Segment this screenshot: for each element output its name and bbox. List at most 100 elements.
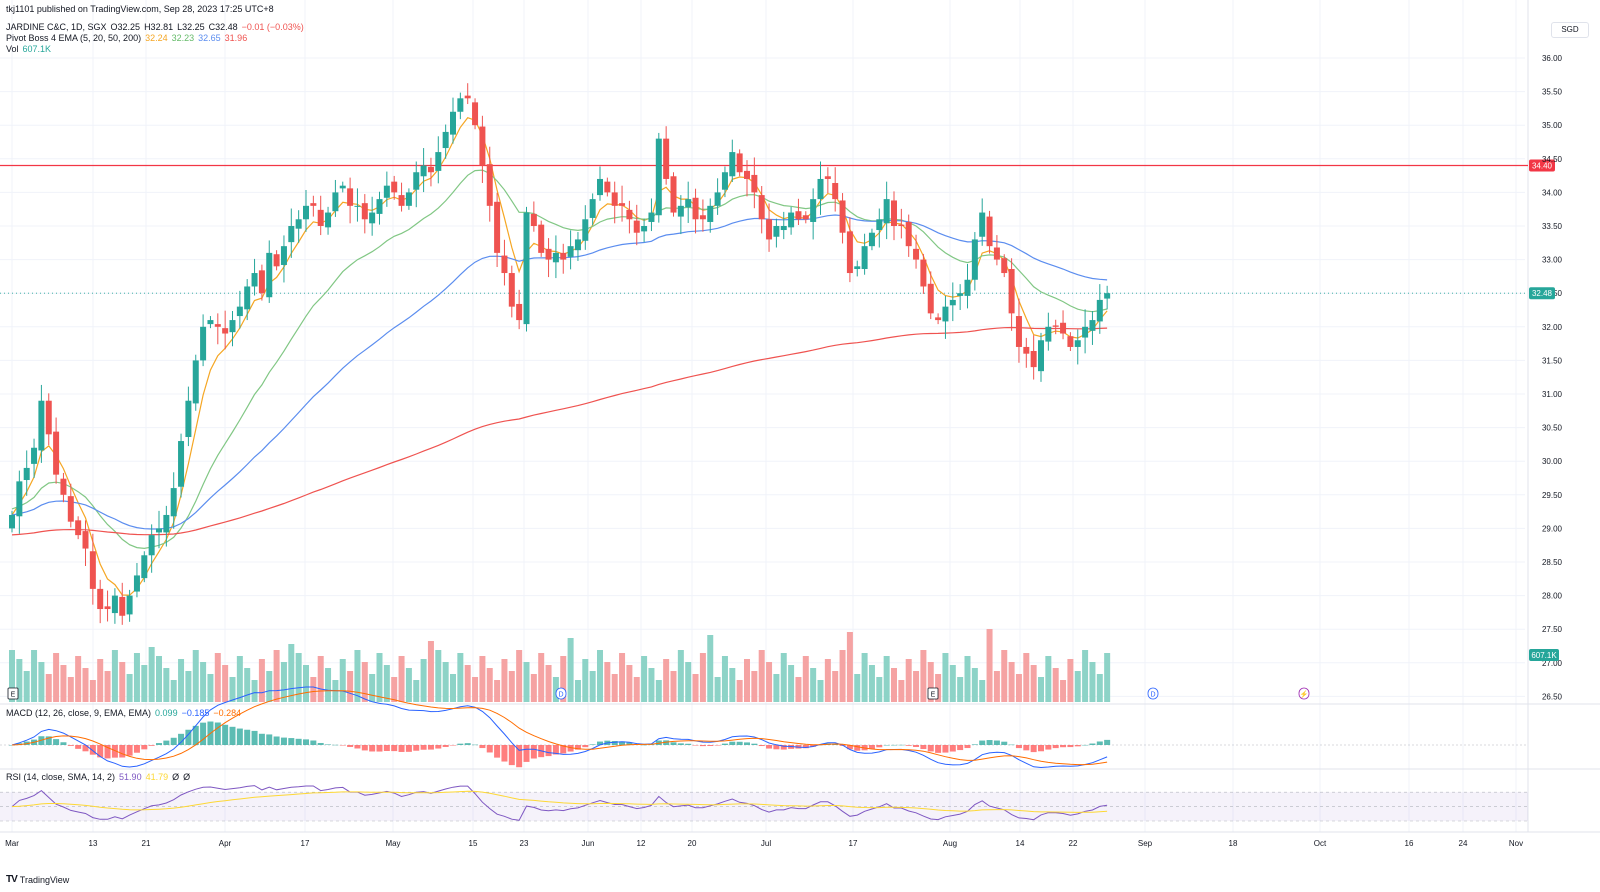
volume-bar: [1089, 662, 1096, 702]
time-tick-label: 18: [1229, 839, 1238, 848]
volume-bar: [648, 668, 655, 702]
price-tick-label: 26.50: [1542, 692, 1563, 701]
candle-body: [501, 255, 508, 274]
volume-bar: [369, 674, 376, 702]
resistance-label: 34.40: [1532, 162, 1553, 171]
price-tick-label: 34.50: [1542, 155, 1563, 164]
volume-bar: [192, 650, 199, 702]
volume-bar: [236, 656, 243, 702]
macd-histogram-bar: [104, 745, 111, 759]
volume-bar: [663, 659, 670, 702]
macd-histogram-bar: [1089, 743, 1096, 745]
candle-body: [1052, 325, 1059, 327]
event-marker-label: D: [558, 692, 563, 699]
volume-bar: [655, 680, 662, 702]
macd-histogram-bar: [1082, 744, 1089, 746]
candle-body: [16, 481, 23, 517]
price-axis[interactable]: 36.0035.5035.0034.5034.0033.5033.0032.50…: [1529, 54, 1563, 701]
volume-bar: [949, 665, 956, 702]
macd-histogram-bar: [773, 745, 780, 750]
candle-body: [1089, 320, 1096, 331]
volume-bar: [795, 677, 802, 702]
ema20-value: 32.23: [171, 33, 195, 43]
macd-histogram-bar: [751, 743, 758, 745]
candle-body: [23, 467, 30, 481]
candle-body: [832, 182, 839, 200]
volume-bar: [258, 659, 265, 702]
candle-body: [266, 252, 273, 298]
volume-bar: [913, 671, 920, 702]
price-tick-label: 28.50: [1542, 558, 1563, 567]
candle-body: [97, 588, 104, 610]
candle-body: [773, 226, 780, 237]
volume-bar: [464, 665, 471, 702]
candle-body: [295, 219, 302, 229]
candle-body: [1060, 322, 1067, 334]
event-marker-label: ⚡: [1300, 690, 1309, 699]
volume-bar: [824, 659, 831, 702]
candle-body: [347, 188, 354, 206]
candle-body: [53, 431, 60, 475]
volume-bar: [868, 665, 875, 702]
macd-histogram-bar: [1015, 745, 1022, 749]
candle-body: [494, 201, 501, 253]
volume-bar: [494, 680, 501, 702]
ohlc-open: O32.25: [110, 22, 141, 32]
candle-body: [699, 215, 706, 220]
candle-body: [251, 273, 258, 287]
price-tick-label: 28.00: [1542, 592, 1563, 601]
volume-bar: [119, 662, 126, 702]
candlesticks[interactable]: [9, 83, 1111, 625]
macd-histogram-bar: [707, 745, 714, 746]
volume-bar: [1074, 671, 1081, 702]
macd-histogram-bar: [810, 745, 817, 747]
candle-body: [619, 203, 626, 206]
time-tick-label: 22: [1069, 839, 1078, 848]
time-axis[interactable]: Mar 13 21 Apr 17 May 15 23 Jun 12 20 Jul 17 Aug 14 22 Se…: [5, 839, 1523, 848]
macd-histogram-bar: [516, 745, 523, 768]
volume-bar: [170, 680, 177, 702]
tradingview-brand: TV TradingView: [6, 874, 69, 885]
volume-bar: [391, 677, 398, 702]
macd-histogram-bar: [288, 738, 295, 745]
rsi-legend: RSI (14, close, SMA, 14, 2) 51.90 41.79 Ø Ø: [6, 772, 194, 783]
candle-body: [1023, 346, 1030, 354]
time-tick-label: Apr: [219, 839, 232, 848]
volume-bar: [111, 650, 118, 702]
macd-histogram-bar: [295, 738, 302, 745]
macd-histogram-bar: [82, 745, 89, 752]
volume-bar: [861, 653, 868, 702]
event-markers[interactable]: E D E D ⚡: [7, 687, 1310, 700]
volume-bar: [413, 680, 420, 702]
macd-histogram-bar: [802, 745, 809, 749]
candle-body: [111, 595, 118, 614]
price-tick-label: 36.00: [1542, 54, 1563, 63]
macd-histogram-bar: [170, 737, 177, 745]
volume-bar: [325, 668, 332, 702]
volume-bar: [986, 629, 993, 702]
candle-body: [582, 219, 589, 241]
candle-body: [986, 216, 993, 247]
candle-body: [207, 320, 214, 325]
volume-bar: [200, 662, 207, 702]
macd-histogram-bar: [1038, 745, 1044, 752]
volume-bar: [846, 632, 853, 702]
candle-body: [457, 98, 464, 112]
horizontal-line[interactable]: 34.40: [0, 159, 1555, 294]
macd-histogram-bar: [560, 745, 567, 754]
candle-body: [126, 595, 133, 615]
price-tick-label: 30.00: [1542, 457, 1563, 466]
volume-bar: [133, 653, 140, 702]
volume-bar: [714, 677, 721, 702]
currency-button[interactable]: SGD: [1551, 22, 1589, 38]
candle-body: [802, 215, 809, 220]
macd-histogram-bar: [663, 740, 670, 745]
volume-bar: [472, 677, 479, 702]
volume-bar: [347, 671, 354, 702]
volume-bar: [545, 665, 552, 702]
candle-body: [258, 270, 265, 294]
volume-bar: [626, 665, 633, 702]
macd-histogram-bar: [464, 743, 471, 745]
time-tick-label: Jun: [582, 839, 595, 848]
